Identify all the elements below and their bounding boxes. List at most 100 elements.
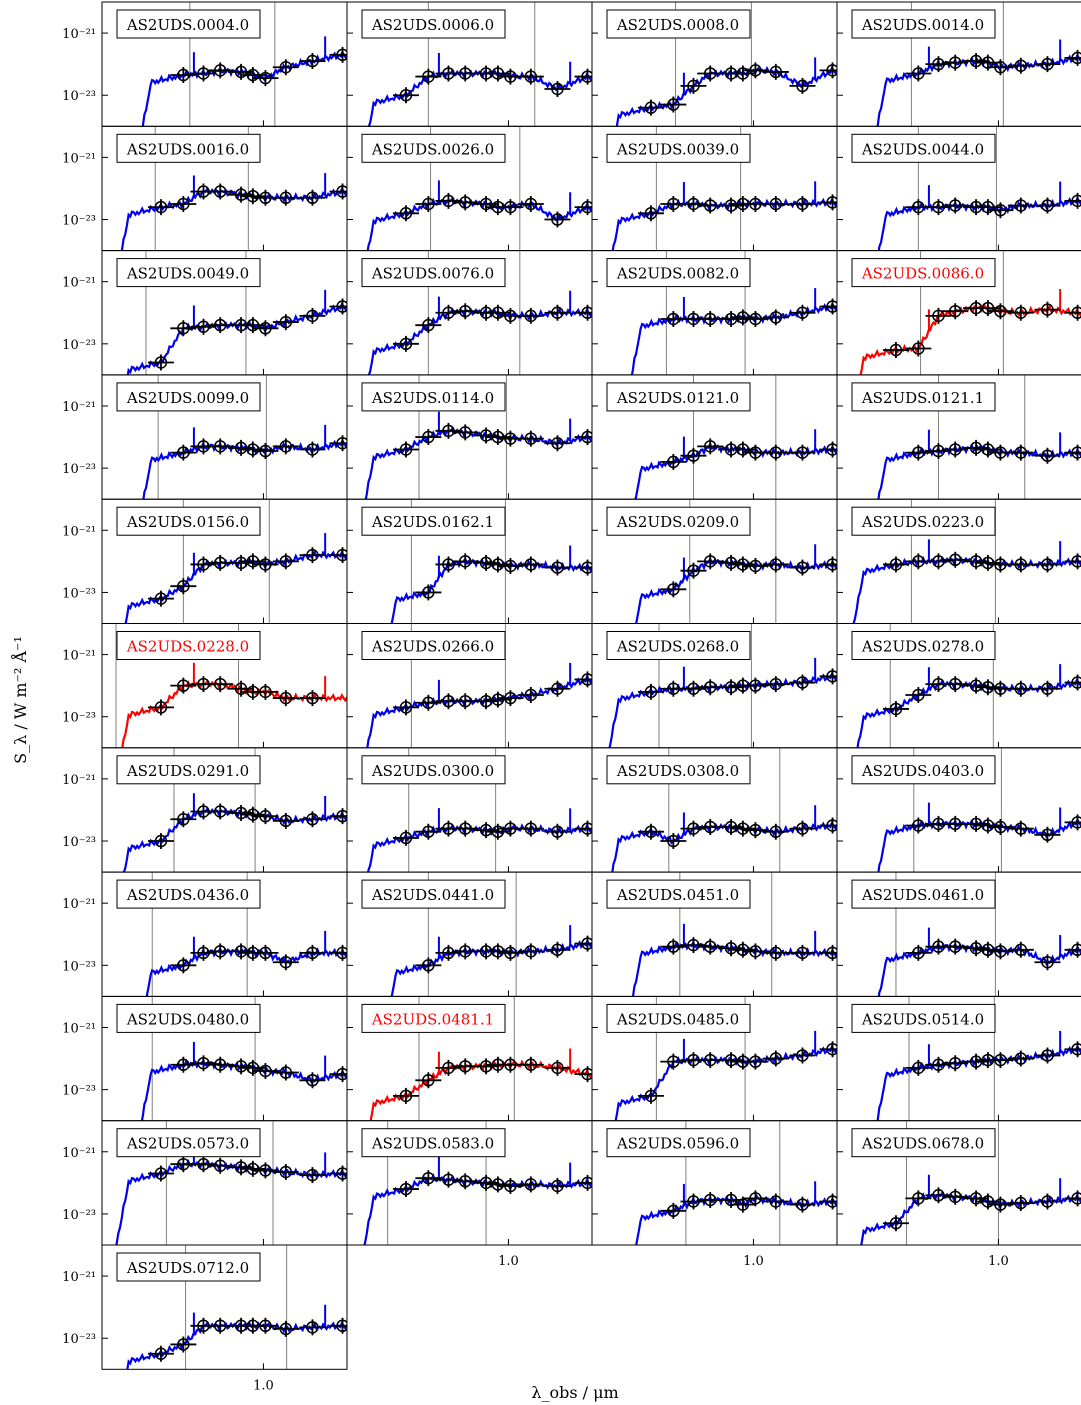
y-tick-label: 10⁻²¹ <box>62 1270 96 1285</box>
photometry-point <box>789 195 816 212</box>
panel-plot-area <box>852 499 1081 624</box>
panel-label: AS2UDS.0004.0 <box>116 9 261 39</box>
photometry-point <box>452 424 479 441</box>
photometry-point <box>974 1193 1001 1210</box>
photometry-point <box>1007 197 1034 214</box>
photometry-point <box>942 676 969 693</box>
panel-label-text: AS2UDS.0228.0 <box>126 638 249 656</box>
photometry-point <box>963 439 990 456</box>
photometry-point <box>1007 941 1034 958</box>
photometry-point <box>660 581 687 598</box>
panel-label-text: AS2UDS.0485.0 <box>616 1010 739 1028</box>
photometry-point <box>299 189 326 206</box>
photometry-point <box>170 1336 197 1353</box>
photometry-point <box>497 558 524 575</box>
panel-label: AS2UDS.0156.0 <box>116 506 261 536</box>
photometry-point <box>239 1160 266 1177</box>
photometry-point <box>660 938 687 955</box>
panel-label-text: AS2UDS.0044.0 <box>861 140 984 158</box>
photometry-point <box>252 808 279 825</box>
panel-label-text: AS2UDS.0596.0 <box>616 1135 739 1153</box>
photometry-point <box>329 298 347 315</box>
photometry-point <box>147 833 174 850</box>
photometry-point <box>415 317 442 334</box>
panel-plot-area <box>367 250 592 375</box>
panel-grid: AS2UDS.0004.0 10⁻²¹ 10⁻²³ AS2UDS.0006.0 AS2U… <box>62 1 1081 1393</box>
photometry-point <box>697 438 724 455</box>
photometry-point <box>1007 304 1034 321</box>
photometry-point <box>574 820 592 837</box>
panel-AS2UDS.0099.0: AS2UDS.0099.0 10⁻²¹ 10⁻²³ <box>62 374 348 500</box>
photometry-point <box>789 820 816 837</box>
sed-fit-curve <box>856 677 1081 748</box>
photometry-point <box>497 199 524 216</box>
photometry-point <box>942 441 969 458</box>
panel-plot-area <box>877 126 1081 251</box>
photometry-point <box>544 680 571 697</box>
photometry-point <box>415 1072 442 1089</box>
photometry-point <box>882 1215 909 1232</box>
y-tick-label: 10⁻²¹ <box>62 151 96 166</box>
photometry-point <box>473 693 500 710</box>
photometry-point <box>299 1319 326 1336</box>
photometry-point <box>392 829 419 846</box>
photometry-point <box>974 817 1001 834</box>
panel-AS2UDS.0004.0: AS2UDS.0004.0 10⁻²¹ 10⁻²³ <box>62 1 348 127</box>
photometry-point <box>497 430 524 447</box>
photometry-point <box>329 808 347 825</box>
photometry-point <box>272 1064 299 1081</box>
photometry-point <box>544 435 571 452</box>
photometry-point <box>207 1157 234 1174</box>
photometry-point <box>987 59 1014 76</box>
photometry-point <box>905 944 932 961</box>
panel-AS2UDS.0461.0: AS2UDS.0461.0 <box>836 871 1081 997</box>
photometry-point <box>742 310 769 327</box>
photometry-point <box>170 67 197 84</box>
photometry-point <box>742 677 769 694</box>
photometry-point <box>882 700 909 717</box>
photometry-point <box>435 556 462 573</box>
photometry-point <box>905 1190 932 1207</box>
panel-label: AS2UDS.0162.1 <box>361 506 506 536</box>
photometry-point <box>299 944 326 961</box>
y-tick-label: 10⁻²¹ <box>62 1146 96 1161</box>
panel-label: AS2UDS.0583.0 <box>361 1128 506 1158</box>
panel-label-text: AS2UDS.0678.0 <box>861 1135 984 1153</box>
photometry-point <box>392 1087 419 1104</box>
panel-AS2UDS.0014.0: AS2UDS.0014.0 <box>836 1 1081 127</box>
photometry-point <box>239 67 266 84</box>
photometry-point <box>329 944 347 961</box>
panel-plot-area <box>877 747 1081 873</box>
panel-label: AS2UDS.0114.0 <box>361 382 506 412</box>
photometry-point <box>299 690 326 707</box>
y-tick-label: 10⁻²¹ <box>62 524 96 539</box>
photometry-point <box>170 578 197 595</box>
photometry-point <box>963 1190 990 1207</box>
photometry-point <box>329 1165 347 1182</box>
photometry-point <box>329 1066 347 1083</box>
panel-AS2UDS.0436.0: AS2UDS.0436.0 10⁻²¹ 10⁻²³ <box>62 871 348 997</box>
photometry-point <box>299 1167 326 1184</box>
panel-AS2UDS.0156.0: AS2UDS.0156.0 10⁻²¹ 10⁻²³ <box>62 498 348 625</box>
panel-AS2UDS.0573.0: AS2UDS.0573.0 10⁻²¹ 10⁻²³ <box>62 1120 348 1246</box>
photometry-point <box>415 823 442 840</box>
y-tick-label: 10⁻²¹ <box>62 649 96 664</box>
panel-AS2UDS.0678.0: AS2UDS.0678.0 1.0 <box>836 1120 1081 1269</box>
photometry-point <box>473 427 500 444</box>
panel-label: AS2UDS.0014.0 <box>851 9 996 39</box>
photometry-point <box>299 53 326 70</box>
panel-plot-area <box>367 2 592 127</box>
photometry-point <box>1034 680 1061 697</box>
panel-label: AS2UDS.0121.0 <box>606 382 751 412</box>
photometry-point <box>1064 674 1081 691</box>
photometry-point <box>680 1193 707 1210</box>
photometry-point <box>147 590 174 607</box>
photometry-point <box>1064 553 1081 570</box>
photometry-point <box>517 943 544 960</box>
photometry-point <box>170 320 197 337</box>
photometry-point <box>435 422 462 439</box>
photometry-point <box>789 944 816 961</box>
photometry-point <box>497 1177 524 1194</box>
panel-label-text: AS2UDS.0266.0 <box>371 638 494 656</box>
y-axis-label: S_λ / W m⁻² Å⁻¹ <box>10 636 30 764</box>
